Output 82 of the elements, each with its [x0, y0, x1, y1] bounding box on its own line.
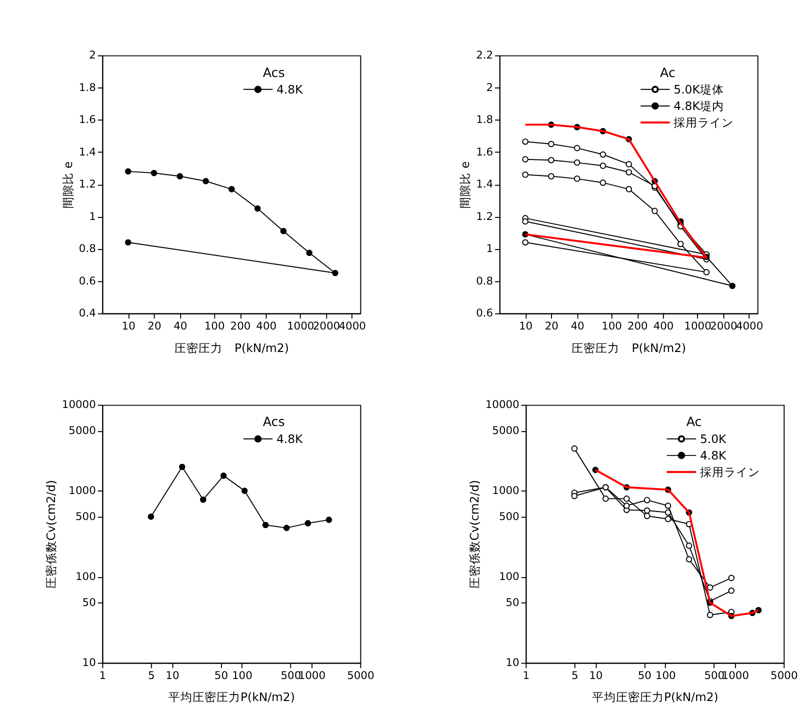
- y-tick-label: 1.4: [476, 178, 494, 191]
- x-axis-title: 平均圧密圧力P(kN/m2): [168, 690, 295, 704]
- y-tick-label: 5000: [492, 424, 520, 438]
- legend-label: 5.0K: [700, 432, 727, 446]
- y-tick-label: 1: [486, 242, 494, 256]
- y-tick-label: 500: [75, 510, 96, 524]
- x-tick-label: 100: [204, 319, 225, 332]
- x-tick-label: 4000: [338, 319, 366, 332]
- x-tick-label: 5000: [770, 668, 798, 682]
- y-tick-label: 0.6: [78, 274, 96, 288]
- y-tick-label: 100: [75, 570, 96, 584]
- y-tick-label: 10: [82, 656, 96, 670]
- y-tick-label: 2: [486, 80, 494, 94]
- legend-label: 4.8K堤内: [674, 98, 724, 113]
- x-tick-label: 400: [256, 319, 277, 332]
- legend-title: Ac: [686, 414, 702, 430]
- x-tick-label: 5000: [347, 668, 374, 682]
- x-axis-title: 圧密圧力 P(kN/m2): [174, 340, 289, 355]
- x-tick-label: 5: [572, 668, 578, 682]
- x-tick-label: 10: [589, 668, 603, 682]
- y-tick-label: 0.8: [78, 242, 96, 256]
- y-tick-label: 1.6: [476, 145, 494, 158]
- y-tick-label: 10: [506, 656, 520, 670]
- y-tick-label: 100: [498, 570, 520, 584]
- y-tick-label: 1: [89, 210, 96, 223]
- y-tick-label: 1.6: [78, 113, 96, 126]
- x-tick-label: 10: [122, 319, 136, 332]
- y-tick-label: 1.8: [78, 80, 96, 94]
- x-tick-label: 400: [653, 319, 674, 332]
- y-tick-label: 50: [82, 596, 96, 610]
- y-tick-label: 0.8: [476, 274, 494, 288]
- y-tick-label: 10000: [62, 398, 96, 412]
- y-tick-label: 1000: [492, 484, 520, 498]
- legend-label: 4.8K: [700, 448, 727, 462]
- legend-title: Acs: [262, 414, 285, 430]
- legend-label: 5.0K堤体: [674, 82, 724, 96]
- x-tick-label: 1000: [684, 319, 712, 332]
- x-tick-label: 1: [522, 668, 530, 682]
- y-tick-label: 500: [498, 510, 520, 524]
- x-tick-label: 40: [570, 319, 585, 332]
- x-tick-label: 200: [230, 319, 251, 332]
- legend-label: 採用ライン: [674, 115, 734, 130]
- y-tick-label: 1.8: [476, 113, 494, 126]
- x-tick-label: 1000: [286, 319, 314, 332]
- x-tick-label: 10: [166, 668, 180, 682]
- y-tick-label: 0.4: [78, 306, 96, 320]
- y-tick-label: 2.2: [476, 48, 494, 62]
- x-tick-label: 40: [174, 319, 188, 332]
- x-tick-label: 10: [518, 319, 533, 332]
- x-tick-label: 5: [148, 668, 155, 682]
- legend-label: 採用ライン: [700, 464, 760, 479]
- x-tick-label: 100: [602, 319, 622, 332]
- legend-title: Acs: [262, 64, 285, 80]
- y-tick-label: 50: [506, 596, 520, 610]
- y-tick-label: 0.6: [476, 306, 494, 320]
- y-tick-label: 5000: [68, 424, 96, 438]
- y-tick-label: 2: [89, 48, 96, 62]
- y-tick-label: 1000: [68, 484, 96, 498]
- x-axis-title: 平均圧密圧力P(kN/m2): [592, 690, 718, 704]
- x-tick-label: 1: [99, 668, 106, 682]
- x-axis-title: 圧密圧力 P(kN/m2): [572, 340, 686, 355]
- x-tick-label: 200: [627, 319, 648, 332]
- legend-label: 4.8K: [276, 82, 304, 96]
- y-tick-label: 1.2: [78, 178, 96, 191]
- y-axis-title: 圧密係数Cv(cm2/d): [467, 480, 482, 589]
- y-tick-label: 10000: [485, 398, 520, 412]
- x-tick-label: 50: [214, 668, 228, 682]
- x-tick-label: 2000: [312, 319, 340, 332]
- y-tick-label: 1.2: [476, 210, 494, 223]
- x-tick-label: 50: [638, 668, 652, 682]
- y-axis-title: 間隙比 e: [61, 161, 76, 208]
- legend-label: 4.8K: [276, 432, 304, 446]
- x-tick-label: 100: [232, 668, 253, 682]
- x-tick-label: 100: [655, 668, 676, 682]
- y-axis-title: 間隙比 e: [458, 161, 472, 208]
- y-axis-title: 圧密係数Cv(cm2/d): [44, 480, 58, 589]
- legend-title: Ac: [660, 64, 676, 80]
- y-tick-label: 1.4: [78, 145, 96, 158]
- x-tick-label: 2000: [710, 319, 738, 332]
- x-tick-label: 20: [148, 319, 162, 332]
- x-tick-label: 4000: [736, 319, 764, 332]
- x-tick-label: 20: [544, 319, 559, 332]
